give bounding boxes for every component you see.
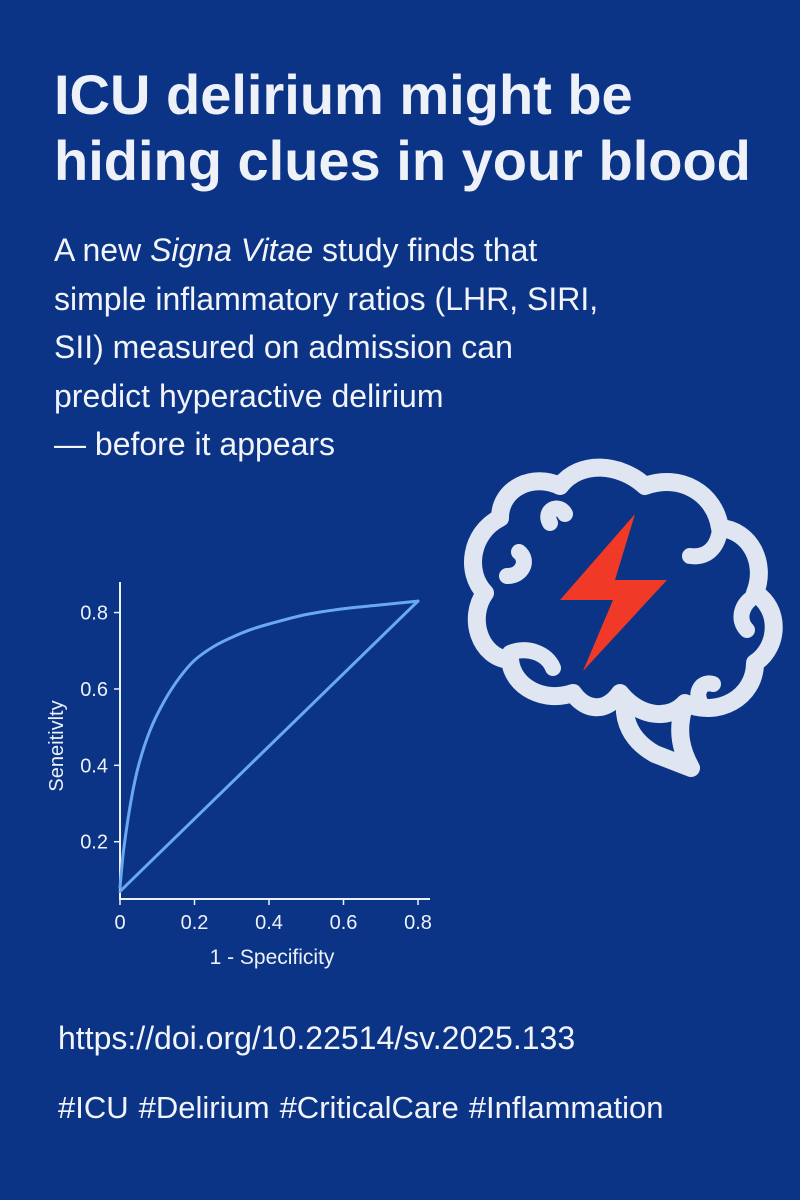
subhead-line-1-end: study finds that — [313, 232, 538, 268]
brain-fold-3 — [502, 642, 561, 676]
hashtag-list: #ICU #Delirium #CriticalCare #Inflammation — [58, 1086, 663, 1130]
hashtag[interactable]: #Delirium — [138, 1090, 270, 1125]
chart-series — [118, 599, 420, 893]
doi-link[interactable]: https://doi.org/10.22514/sv.2025.133 — [58, 1020, 576, 1056]
brain-fold-4 — [682, 522, 728, 565]
y-tick-label: 0.4 — [80, 755, 108, 777]
subhead-line-5: — before it appears — [54, 426, 336, 462]
y-tick-label: 0.2 — [80, 832, 108, 854]
y-axis-title: Seneitivlty — [46, 700, 68, 791]
brain-fold-1 — [540, 500, 573, 531]
y-tick-label: 0.8 — [80, 603, 108, 625]
journal-name: Signa Vitae — [150, 232, 314, 268]
subhead-line-4: predict hyperactive delirium — [54, 377, 444, 414]
subheadline: A new Signa Vitae study finds that simpl… — [54, 226, 754, 469]
reference-diagonal — [118, 599, 420, 893]
chart-ticks: 0 0.2 0.4 0.6 0.8 0.2 0.4 0.6 0.8 — [80, 603, 432, 934]
roc-curve — [118, 599, 420, 889]
x-tick-label: 0.6 — [330, 912, 358, 934]
roc-chart: 0 0.2 0.4 0.6 0.8 0.2 0.4 0.6 0.8 1 - Specificit… — [46, 582, 432, 969]
brain-stem-bubble — [615, 691, 700, 777]
headline-line-1: ICU delirium might be — [54, 63, 633, 126]
brain-icon — [464, 458, 783, 777]
x-tick-label: 0.8 — [404, 912, 432, 934]
brain-fold-2 — [499, 544, 532, 584]
x-tick-label: 0 — [114, 912, 125, 934]
brain-fold-6 — [690, 675, 721, 714]
y-tick-label: 0.6 — [80, 679, 108, 701]
headline: ICU delirium might be hiding clues in yo… — [54, 62, 794, 194]
hashtag[interactable]: #ICU — [58, 1090, 129, 1125]
subhead-line-1-start: A new — [54, 232, 151, 268]
subhead-line-2: simple inflammatory ratios (LHR, SIRI, — [54, 280, 599, 317]
headline-line-2: hiding clues in your blood — [54, 129, 751, 192]
brain-fold-5 — [733, 588, 763, 638]
subhead-line-1: A new Signa Vitae study finds that — [54, 226, 754, 275]
x-tick-label: 0.2 — [181, 912, 209, 934]
hashtag[interactable]: #CriticalCare — [279, 1090, 459, 1125]
lightning-bolt-icon — [560, 514, 667, 671]
hashtag[interactable]: #Inflammation — [468, 1090, 664, 1125]
x-tick-label: 0.4 — [255, 912, 283, 934]
x-axis-title: 1 - Specificity — [210, 946, 335, 969]
subhead-line-3: SII) measured on admission can — [54, 329, 513, 365]
